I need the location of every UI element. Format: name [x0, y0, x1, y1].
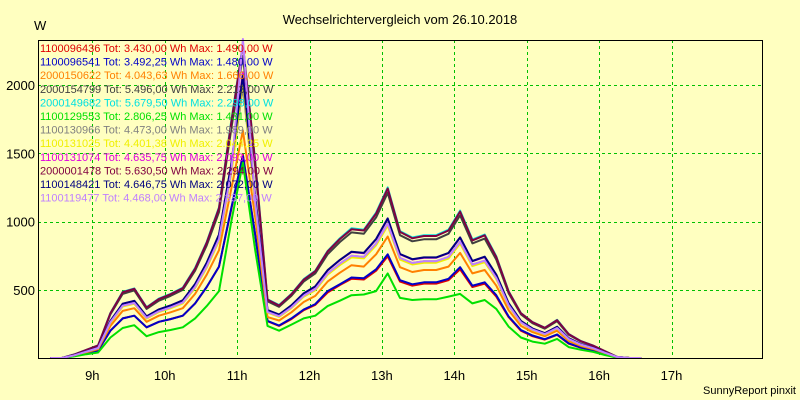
x-tick-label: 17h: [661, 368, 683, 383]
y-tick-label: 2000: [6, 78, 35, 93]
series-line-6: [50, 161, 642, 359]
plot-area: [38, 40, 762, 358]
legend-entry-8: 1100131025 Tot: 4.401,38 Wh Max: 2.044,2…: [40, 138, 273, 150]
x-tick-label: 16h: [588, 368, 610, 383]
plot-background: [38, 40, 762, 358]
series-line-2: [50, 155, 642, 359]
axes: [38, 40, 763, 359]
legend-entry-6: 1100129553 Tot: 2.806,25 Wh Max: 1.431,0…: [40, 111, 273, 123]
legend-entry-5: 2000149682 Tot: 5.679,50 Wh Max: 2.298,0…: [40, 97, 274, 109]
x-tick-label: 12h: [299, 368, 321, 383]
x-tick-label: 15h: [516, 368, 538, 383]
series-line-3: [50, 129, 642, 359]
y-tick-label: 1500: [6, 146, 35, 161]
x-tick-labels: 9h 10h 11h 12h 13h 14h 15h 16h 17h: [85, 368, 682, 383]
series-lines: [50, 38, 642, 359]
x-tick-label: 9h: [85, 368, 99, 383]
legend-entry-11: 1100148421 Tot: 4.646,75 Wh Max: 2.072,0…: [40, 179, 273, 191]
y-tick-label: 1000: [6, 215, 35, 230]
x-tick-label: 10h: [154, 368, 176, 383]
legend-entry-10: 2000001478 Tot: 5.630,50 Wh Max: 2.294,0…: [40, 165, 274, 177]
legend-entry-7: 1100130966 Tot: 4.473,00 Wh Max: 1.989,0…: [40, 125, 273, 137]
legend-entry-4: 2000154799 Tot: 5.496,00 Wh Max: 2.213,0…: [40, 84, 274, 96]
x-tick-label: 14h: [443, 368, 465, 383]
legend-entry-12: 1100119477 Tot: 4.468,00 Wh Max: 2.337,0…: [40, 193, 272, 205]
y-tick-labels: 500 1000 1500 2000: [6, 78, 35, 298]
footer-credit: SunnyReport pinxit: [703, 385, 796, 397]
x-tick-label: 13h: [371, 368, 393, 383]
legend-entry-2: 1100096541 Tot: 3.492,25 Wh Max: 1.480,0…: [40, 57, 273, 69]
series-line-12: [50, 38, 642, 359]
legend-entry-3: 2000150622 Tot: 4.043,63 Wh Max: 1.666,0…: [40, 70, 274, 82]
x-tick-label: 11h: [227, 368, 248, 383]
chart-title: Wechselrichtervergleich vom 26.10.2018: [283, 12, 518, 27]
y-tick-label: 500: [13, 283, 35, 298]
y-axis-unit-label: W: [34, 18, 47, 33]
legend-entry-9: 1100131074 Tot: 4.635,75 Wh Max: 2.093,0…: [40, 152, 273, 164]
plot-frame: [38, 40, 763, 359]
legend-entry-1: 1100096436 Tot: 3.430,00 Wh Max: 1.490,0…: [40, 43, 273, 55]
grid-lines: [38, 40, 762, 358]
legend: 1100096436 Tot: 3.430,00 Wh Max: 1.490,0…: [40, 43, 274, 205]
series-line-10: [50, 43, 642, 359]
